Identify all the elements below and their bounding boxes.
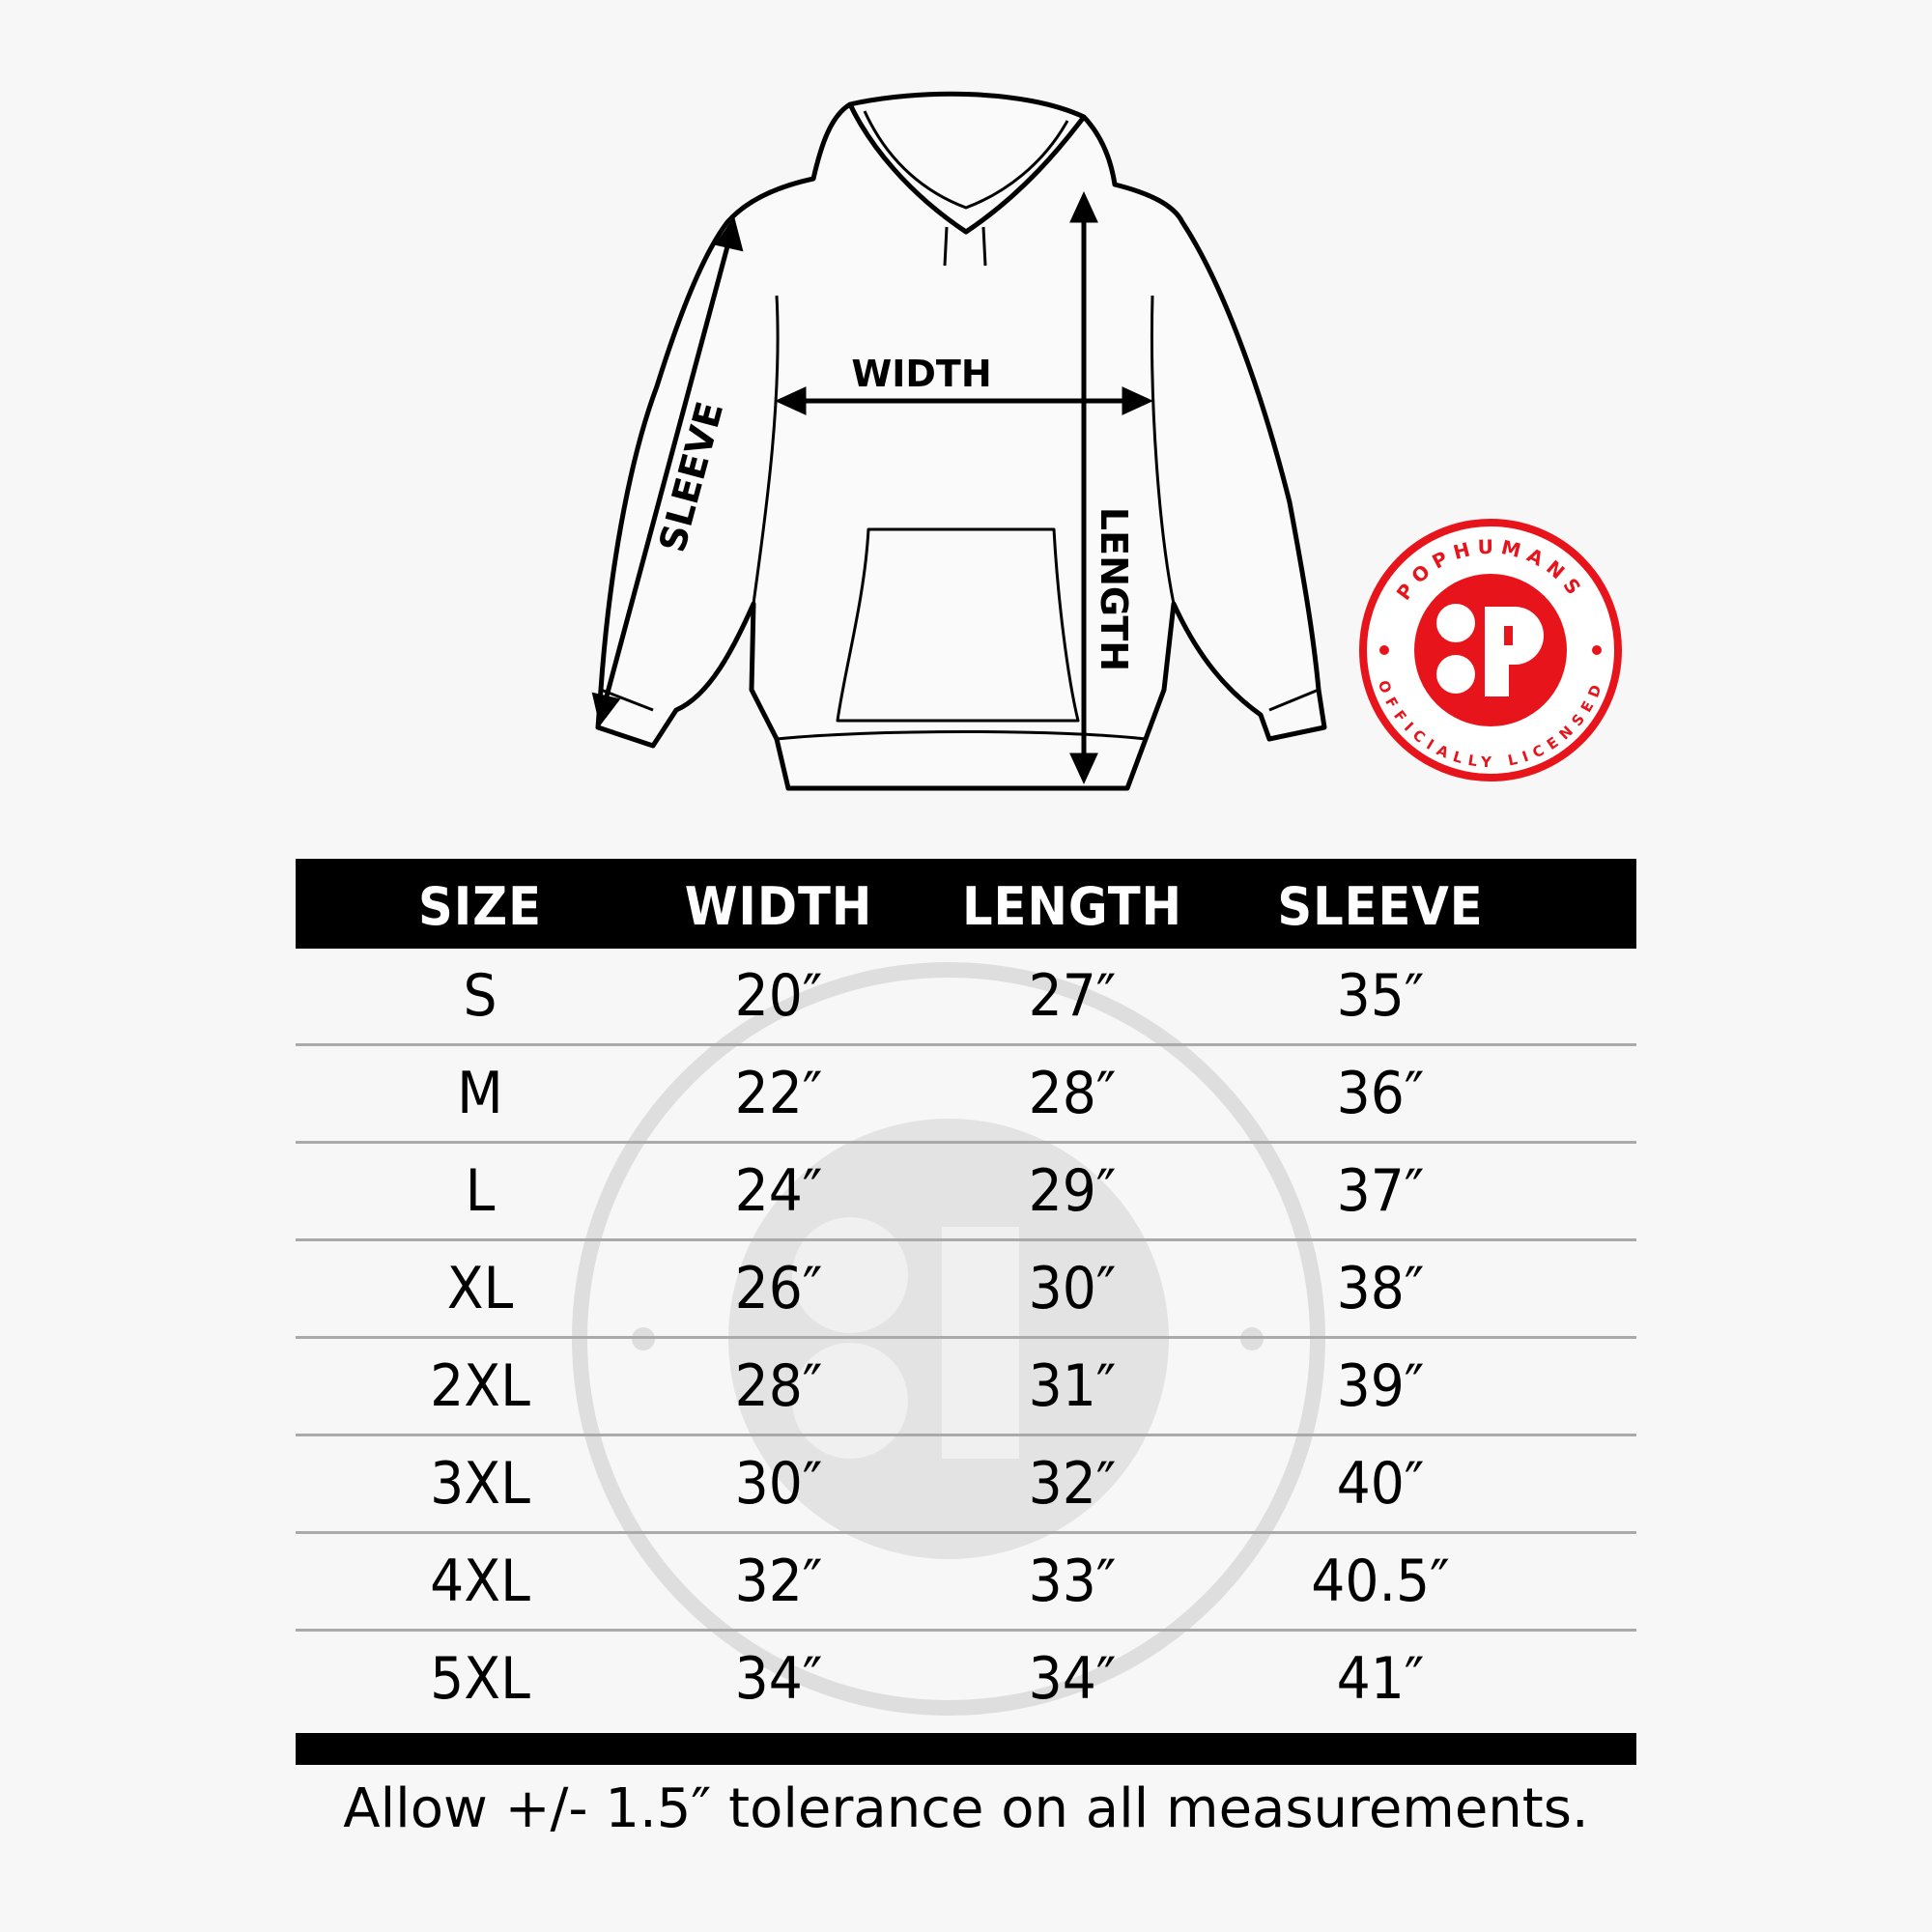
cell-sleeve: 40.5″ [1311, 1548, 1450, 1615]
cell-sleeve: 35″ [1336, 962, 1425, 1030]
table-header: SIZE WIDTH LENGTH SLEEVE [296, 859, 1636, 949]
cell-size: L [465, 1157, 496, 1225]
measure-arrows [591, 190, 1154, 785]
cell-length: 31″ [1028, 1352, 1117, 1420]
cell-sleeve: 38″ [1336, 1255, 1425, 1322]
table-row: 4XL 32″ 33″ 40.5″ [296, 1534, 1636, 1632]
pocket [836, 527, 1080, 723]
cell-size: 5XL [430, 1645, 530, 1713]
cell-length: 33″ [1028, 1548, 1117, 1615]
cell-size: 3XL [430, 1450, 530, 1518]
cell-width: 24″ [734, 1157, 823, 1225]
cell-width: 22″ [734, 1060, 823, 1127]
cell-sleeve: 40″ [1336, 1450, 1425, 1518]
cell-length: 28″ [1028, 1060, 1117, 1127]
cell-length: 32″ [1028, 1450, 1117, 1518]
header-size: SIZE [418, 876, 542, 937]
width-label: WIDTH [851, 353, 991, 395]
cell-length: 29″ [1028, 1157, 1117, 1225]
cell-size: M [457, 1060, 503, 1127]
cell-length: 27″ [1028, 962, 1117, 1030]
table-body: S 20″ 27″ 35″ M 22″ 28″ 36″ L 24″ 29″ 37″ XL 26″ 30″ 38… [296, 949, 1636, 1729]
cell-sleeve: 39″ [1336, 1352, 1425, 1420]
table-row: L 24″ 29″ 37″ [296, 1144, 1636, 1241]
header-sleeve: SLEEVE [1277, 876, 1484, 937]
table-row: S 20″ 27″ 35″ [296, 949, 1636, 1046]
cell-width: 20″ [734, 962, 823, 1030]
cell-sleeve: 37″ [1336, 1157, 1425, 1225]
table-bottom-bar [296, 1733, 1636, 1765]
cell-length: 34″ [1028, 1645, 1117, 1713]
header-width: WIDTH [684, 876, 873, 937]
cell-width: 28″ [734, 1352, 823, 1420]
hoodie-outline [595, 91, 1327, 791]
table-row: 3XL 30″ 32″ 40″ [296, 1436, 1636, 1534]
cell-width: 30″ [734, 1450, 823, 1518]
cell-size: 4XL [430, 1548, 530, 1615]
cell-length: 30″ [1028, 1255, 1117, 1322]
length-label: LENGTH [1093, 507, 1135, 671]
cell-width: 26″ [734, 1255, 823, 1322]
header-length: LENGTH [961, 876, 1183, 937]
table-row: 5XL 34″ 34″ 41″ [296, 1632, 1636, 1729]
drawstrings [943, 226, 987, 267]
cell-sleeve: 41″ [1336, 1645, 1425, 1713]
cell-sleeve: 36″ [1336, 1060, 1425, 1127]
cell-size: S [463, 962, 497, 1030]
cell-width: 32″ [734, 1548, 823, 1615]
table-row: XL 26″ 30″ 38″ [296, 1241, 1636, 1339]
cell-width: 34″ [734, 1645, 823, 1713]
cell-size: XL [446, 1255, 514, 1322]
table-row: 2XL 28″ 31″ 39″ [296, 1339, 1636, 1436]
cell-size: 2XL [430, 1352, 530, 1420]
size-chart-table: SIZE WIDTH LENGTH SLEEVE S 20″ 27″ 35″ M 22″ 2… [296, 859, 1636, 1765]
table-row: M 22″ 28″ 36″ [296, 1046, 1636, 1144]
tolerance-note: Allow +/- 1.5″ tolerance on all measurem… [343, 1777, 1589, 1840]
